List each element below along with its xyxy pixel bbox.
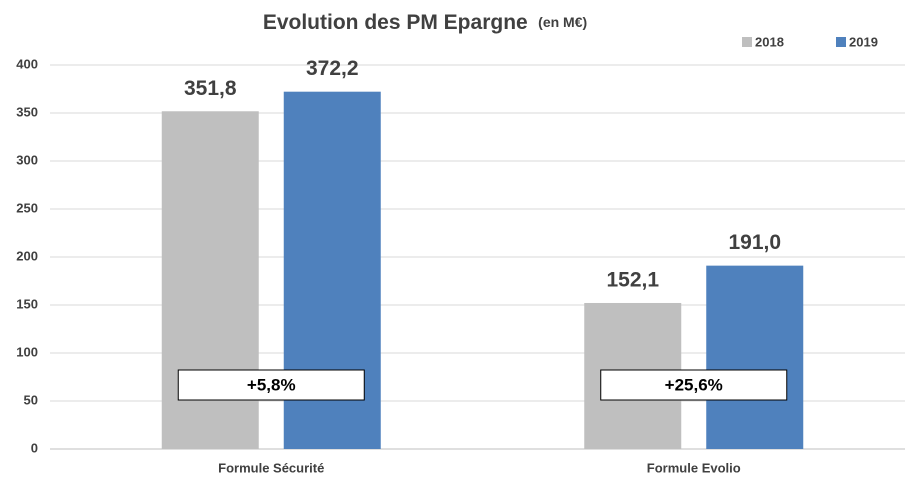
y-tick-label: 200 (16, 248, 38, 263)
annotation-box (600, 369, 788, 401)
annotation-box (177, 369, 365, 401)
y-tick-label: 150 (16, 296, 38, 311)
y-tick-label: 50 (24, 392, 38, 407)
value-label: 191,0 (728, 231, 781, 254)
legend-swatch (742, 37, 752, 47)
chart-title: Evolution des PM Epargne (en M€) (263, 11, 587, 34)
legend-swatch (836, 37, 846, 47)
x-tick-label: Formule Sécurité (218, 460, 324, 475)
legend-label: 2018 (755, 34, 784, 49)
bar (706, 265, 804, 449)
y-tick-label: 300 (16, 152, 38, 167)
value-label: 351,8 (184, 77, 237, 100)
annotation: +25,6% (665, 375, 723, 394)
legend-label: 2019 (849, 34, 878, 49)
y-tick-label: 0 (31, 440, 38, 455)
value-label: 152,1 (606, 269, 659, 292)
x-tick-label: Formule Evolio (647, 460, 741, 475)
y-tick-label: 400 (16, 56, 38, 71)
annotation: +5,8% (247, 375, 296, 394)
title-text: Evolution des PM Epargne (263, 11, 528, 34)
y-tick-label: 350 (16, 104, 38, 119)
y-tick-label: 250 (16, 200, 38, 215)
subtitle-text: (en M€) (538, 14, 587, 30)
value-label: 372,2 (306, 57, 359, 80)
y-tick-label: 100 (16, 344, 38, 359)
